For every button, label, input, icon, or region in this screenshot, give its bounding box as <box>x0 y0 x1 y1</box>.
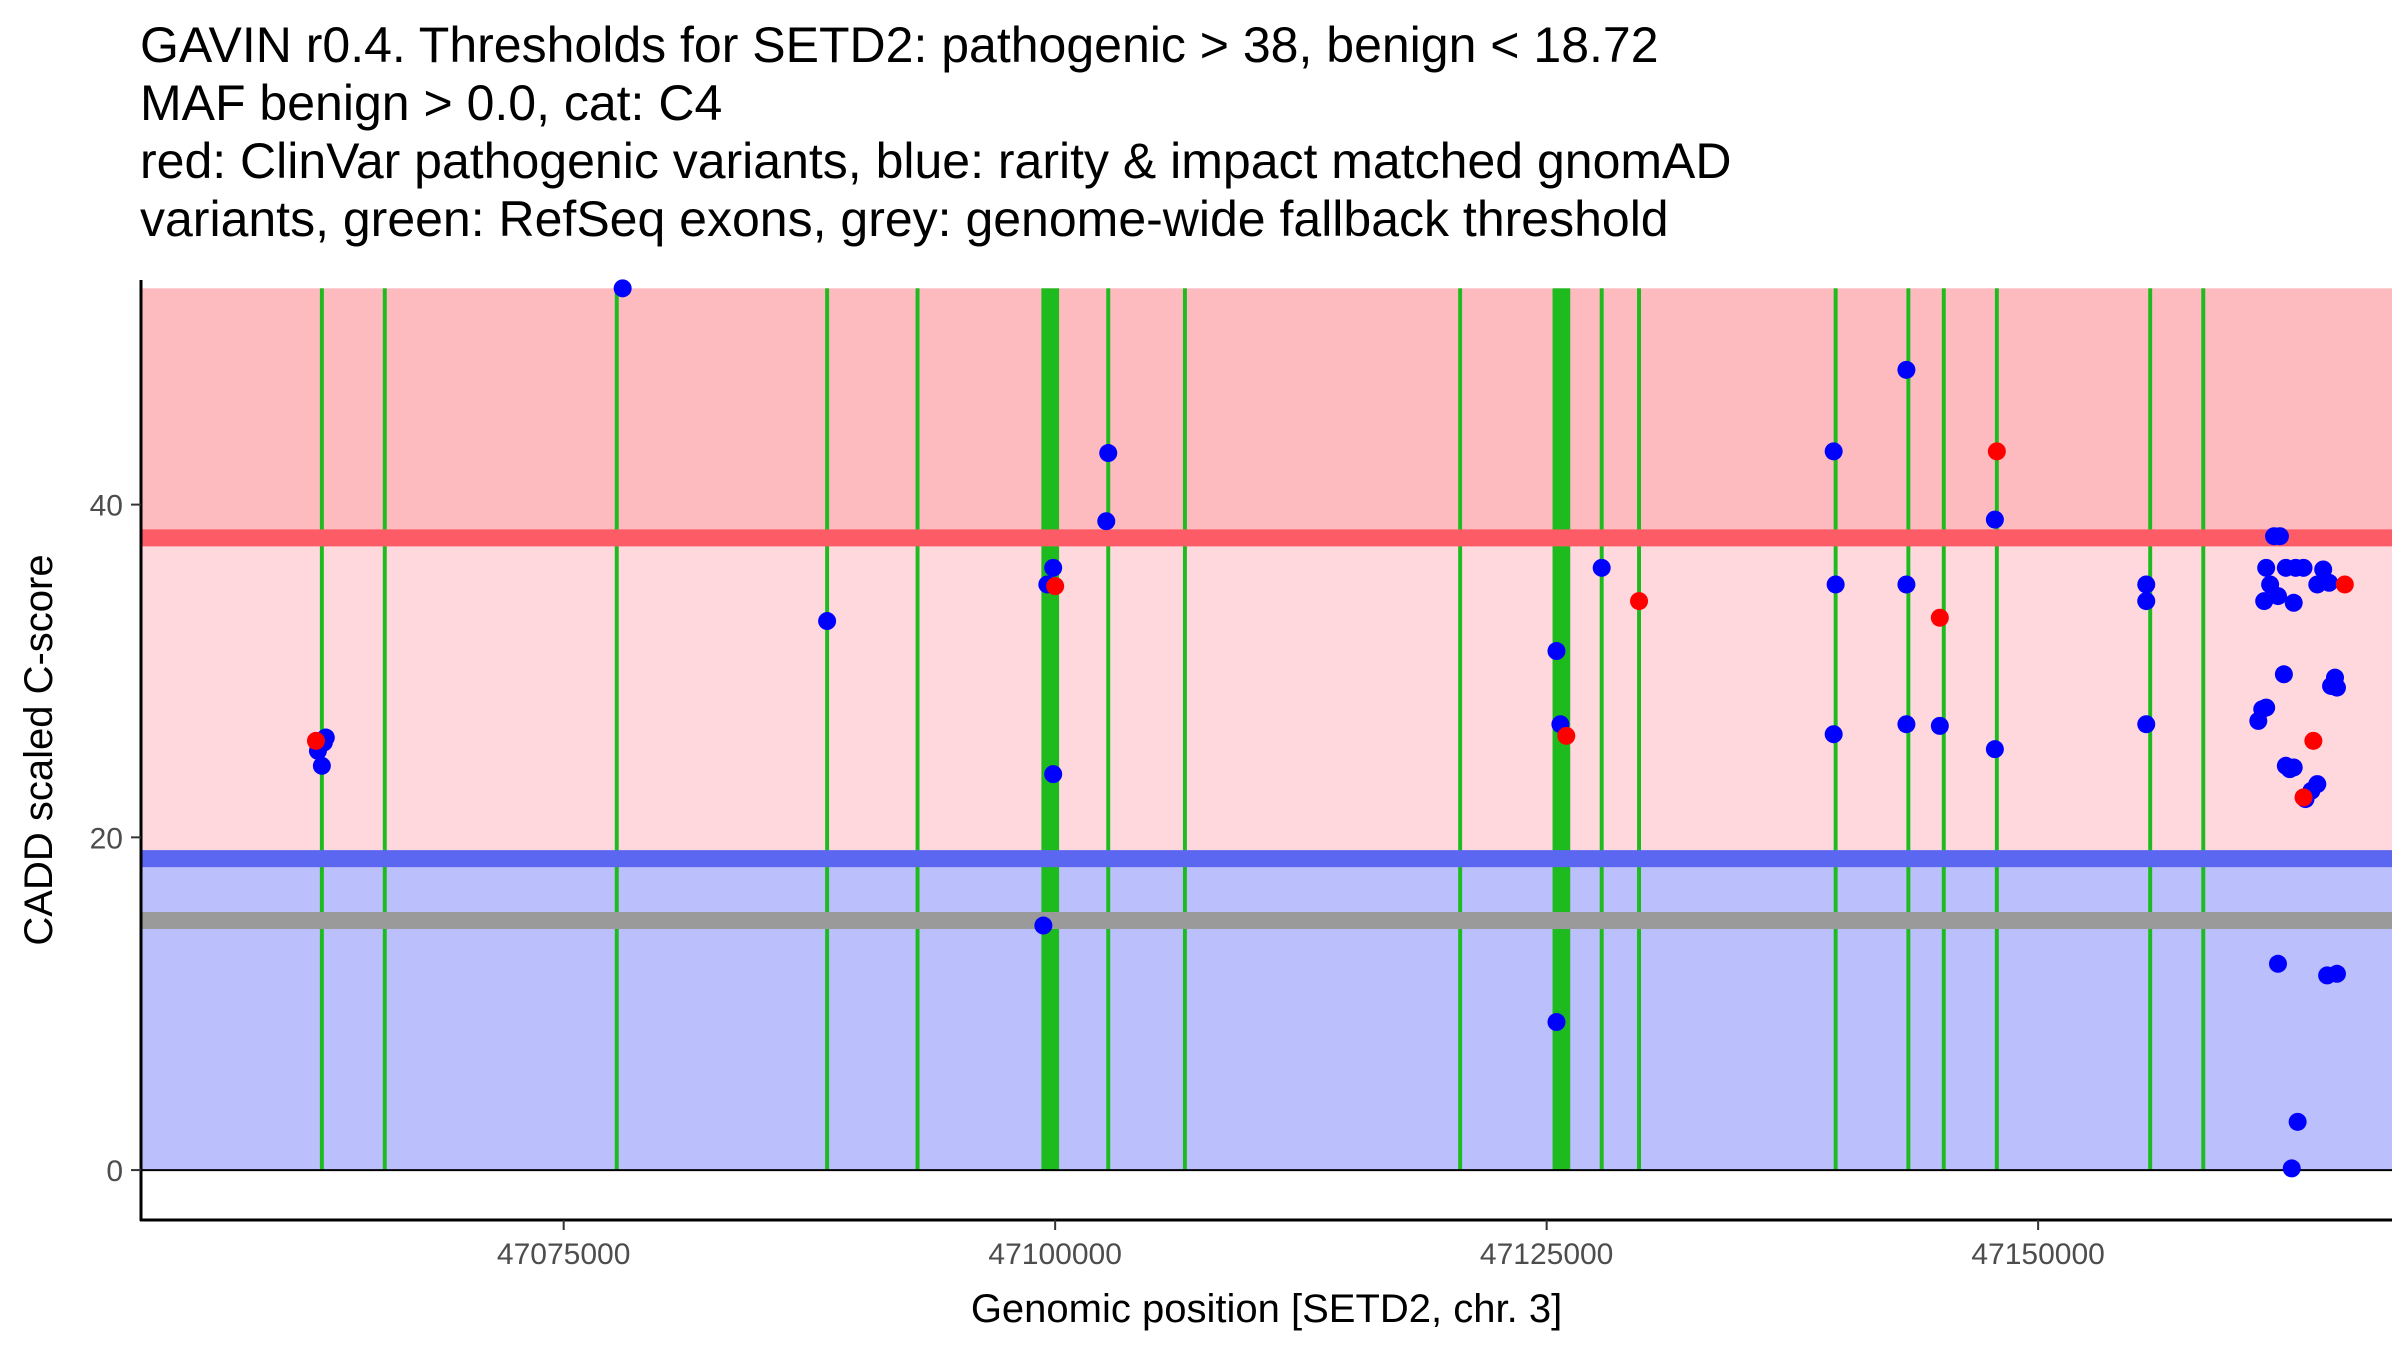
clinvar-point-2 <box>1046 577 1065 596</box>
pathogenic-region <box>141 288 2392 538</box>
exon-line-5 <box>915 288 920 1171</box>
y-tick-label-0: 0 <box>106 1155 123 1188</box>
exon-line-4 <box>825 288 830 1171</box>
exon-line-8 <box>1182 288 1187 1171</box>
gnomad-point-27 <box>2137 592 2156 611</box>
gnomad-point-16 <box>1592 558 1611 577</box>
clinvar-point-6 <box>1987 442 2006 461</box>
y-tick-label-20: 20 <box>90 822 123 855</box>
gnomad-point-12 <box>1097 512 1116 531</box>
gnomad-point-45 <box>2280 760 2299 779</box>
gnomad-point-19 <box>1824 725 1843 744</box>
gnomad-point-59 <box>2282 1159 2301 1178</box>
title-line-2: MAF benign > 0.0, cat: C4 <box>140 75 722 131</box>
x-axis-title: Genomic position [SETD2, chr. 3] <box>971 1287 1562 1331</box>
gnomad-point-48 <box>2320 573 2339 592</box>
gnomad-point-34 <box>2255 592 2274 611</box>
title-line-4: variants, green: RefSeq exons, grey: gen… <box>140 191 1669 247</box>
exon-line-7 <box>1106 288 1111 1171</box>
gnomad-point-8 <box>1044 558 1063 577</box>
y-axis-title: CADD scaled C-score <box>17 554 61 945</box>
exon-line-6 <box>1041 288 1060 1171</box>
exon-line-3 <box>614 288 619 1171</box>
gnomad-point-39 <box>2274 665 2293 684</box>
threshold-lines <box>141 529 2392 930</box>
gnomad-point-23 <box>1930 716 1949 735</box>
benign-region <box>141 858 2392 1171</box>
middle-region <box>141 537 2392 859</box>
gnomad-point-25 <box>1985 740 2004 759</box>
gnomad-point-11 <box>1099 444 1118 463</box>
chart-title: GAVIN r0.4. Thresholds for SETD2: pathog… <box>140 17 1731 247</box>
gnomad-point-35 <box>2268 587 2287 606</box>
gnomad-point-31 <box>2257 558 2276 577</box>
gnomad-point-24 <box>1985 510 2004 529</box>
clinvar-point-1 <box>306 731 325 750</box>
title-line-1: GAVIN r0.4. Thresholds for SETD2: pathog… <box>140 17 1659 73</box>
gnomad-point-51 <box>2327 678 2346 697</box>
gnomad-point-10 <box>1034 916 1053 935</box>
clinvar-point-3 <box>1557 726 1576 745</box>
variant-points <box>306 279 2354 1178</box>
exon-line-16 <box>1994 288 1999 1171</box>
gnomad-point-15 <box>1547 1013 1566 1032</box>
exon-line-1 <box>319 288 324 1171</box>
clinvar-point-4 <box>1630 592 1649 611</box>
gnomad-point-58 <box>2288 1112 2307 1131</box>
x-tick-label-47125000: 47125000 <box>1480 1238 1613 1271</box>
gnomad-point-30 <box>2270 527 2289 546</box>
gnomad-point-28 <box>2137 715 2156 734</box>
y-axis-ticks: 0 20 40 <box>90 490 141 1188</box>
gnomad-point-22 <box>1897 715 1916 734</box>
gnomad-point-17 <box>1824 442 1843 461</box>
gnomad-point-42 <box>2249 711 2268 730</box>
gnomad-point-26 <box>2137 575 2156 594</box>
exon-line-11 <box>1599 288 1604 1171</box>
gnomad-point-13 <box>1547 642 1566 661</box>
x-tick-label-47100000: 47100000 <box>988 1238 1121 1271</box>
gnomad-point-9 <box>1044 765 1063 784</box>
gnomad-point-21 <box>1897 575 1916 594</box>
axes <box>139 280 2392 1222</box>
x-tick-label-47075000: 47075000 <box>497 1238 630 1271</box>
clinvar-point-5 <box>1930 608 1949 627</box>
exon-line-2 <box>382 288 387 1171</box>
gnomad-point-37 <box>2294 558 2313 577</box>
gnomad-point-55 <box>2268 954 2287 973</box>
gnomad-point-38 <box>2284 593 2303 612</box>
title-line-3: red: ClinVar pathogenic variants, blue: … <box>140 133 1731 189</box>
x-tick-label-47150000: 47150000 <box>1971 1238 2104 1271</box>
gnomad-point-18 <box>1826 575 1845 594</box>
gnomad-point-57 <box>2327 964 2346 983</box>
y-tick-label-40: 40 <box>90 490 123 523</box>
exon-line-9 <box>1458 288 1463 1171</box>
gnomad-point-4 <box>312 756 331 775</box>
clinvar-point-8 <box>2335 575 2354 594</box>
exon-line-12 <box>1637 288 1642 1171</box>
exon-line-18 <box>2201 288 2206 1171</box>
gnomad-point-5 <box>613 279 632 298</box>
clinvar-point-9 <box>2294 788 2313 807</box>
gnomad-point-20 <box>1897 360 1916 379</box>
x-axis-ticks: 47075000 47100000 47125000 47150000 <box>497 1220 2105 1271</box>
clinvar-point-7 <box>2304 731 2323 750</box>
gnomad-point-6 <box>818 612 837 631</box>
threshold-regions <box>141 288 2392 1171</box>
